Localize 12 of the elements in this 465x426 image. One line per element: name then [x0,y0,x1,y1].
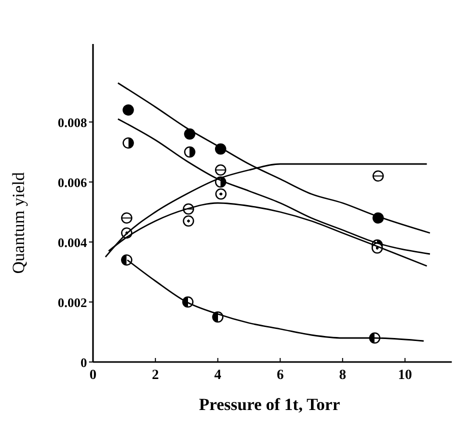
x-tick-label: 6 [276,368,284,383]
y-tick-label: 0.008 [58,115,88,130]
x-tick-label: 2 [152,368,159,383]
y-tick-label: 0 [80,355,87,370]
x-tick-label: 4 [214,368,222,383]
y-tick-label: 0.006 [58,175,88,190]
y-tick-label: 0.004 [58,235,88,250]
y-axis-title: Quantum yield [9,172,28,274]
x-tick-label: 10 [398,368,412,383]
y-tick-label: 0.002 [58,295,87,310]
x-axis-title: Pressure of 1t, Torr [198,395,340,414]
x-tick-label: 8 [339,368,346,383]
